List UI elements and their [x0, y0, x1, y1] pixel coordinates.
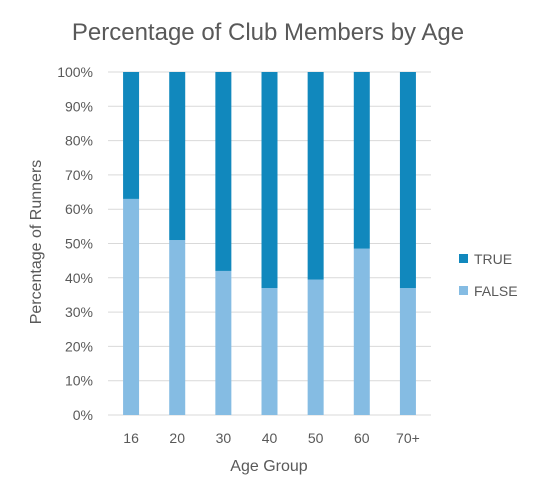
bar-true-20: [169, 72, 186, 241]
x-axis-tick-labels: 16 20 30 40 50 60 70+: [123, 430, 420, 446]
y-tick-label: 30%: [65, 304, 93, 320]
chart-title: Percentage of Club Members by Age: [72, 19, 464, 46]
legend: TRUE FALSE: [459, 251, 518, 299]
x-tick-label: 50: [308, 430, 324, 446]
bar-false-30: [215, 270, 232, 415]
bar-true-60: [353, 72, 370, 249]
bars: [123, 72, 416, 415]
y-tick-label: 20%: [65, 338, 93, 354]
x-tick-label: 30: [216, 430, 232, 446]
x-tick-label: 70+: [396, 430, 420, 446]
y-tick-label: 100%: [57, 64, 93, 80]
bar-true-70+: [399, 72, 416, 289]
bar-false-16: [123, 198, 140, 415]
y-tick-label: 10%: [65, 373, 93, 389]
bar-false-70+: [399, 288, 416, 415]
x-tick-label: 40: [262, 430, 278, 446]
legend-swatch-false: [459, 286, 468, 295]
bar-true-16: [123, 72, 140, 199]
y-axis-tick-labels: 0% 10% 20% 30% 40% 50% 60% 70% 80% 90% 100%: [57, 64, 93, 423]
legend-swatch-true: [459, 254, 468, 263]
bar-false-60: [353, 248, 370, 415]
x-axis-title: Age Group: [230, 458, 307, 475]
bar-true-50: [307, 72, 324, 280]
bar-true-30: [215, 72, 232, 271]
y-tick-label: 70%: [65, 167, 93, 183]
bar-false-50: [307, 279, 324, 415]
y-tick-label: 0%: [73, 407, 93, 423]
y-tick-label: 50%: [65, 236, 93, 252]
legend-label-false: FALSE: [474, 283, 518, 299]
y-tick-label: 90%: [65, 98, 93, 114]
x-tick-label: 60: [354, 430, 370, 446]
x-tick-label: 20: [169, 430, 185, 446]
bar-false-20: [169, 240, 186, 415]
y-tick-label: 80%: [65, 133, 93, 149]
y-axis-title: Percentage of Runners: [28, 160, 45, 325]
bar-true-40: [261, 72, 278, 289]
legend-label-true: TRUE: [474, 251, 512, 267]
y-tick-label: 40%: [65, 270, 93, 286]
bar-false-40: [261, 288, 278, 415]
y-tick-label: 60%: [65, 201, 93, 217]
x-tick-label: 16: [123, 430, 139, 446]
